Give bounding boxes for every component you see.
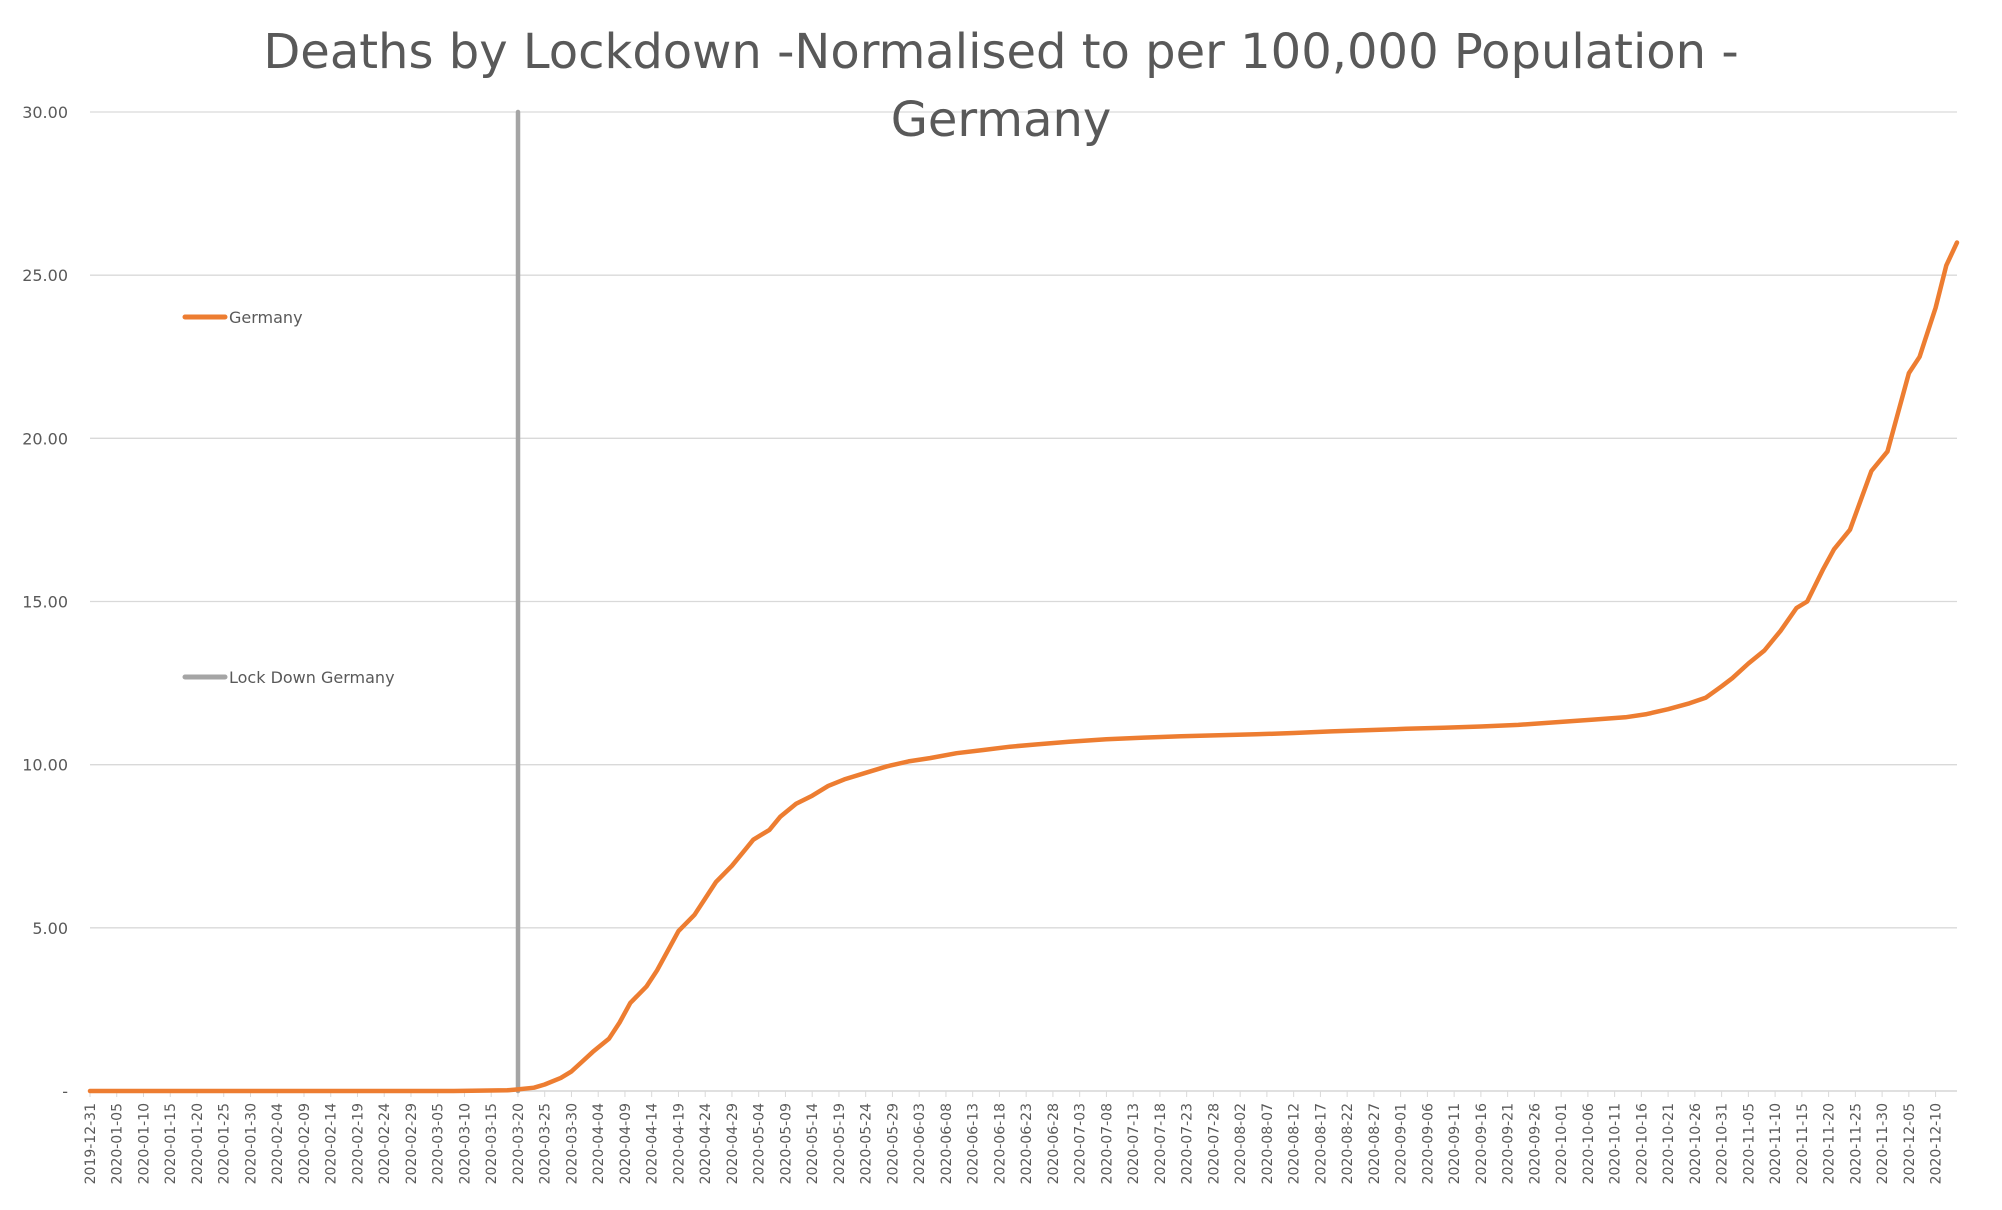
x-tick-label: 2020-11-05 [1741, 1103, 1757, 1184]
x-tick-label: 2020-11-15 [1795, 1103, 1811, 1184]
x-tick-label: 2020-02-19 [350, 1103, 366, 1184]
x-tick-label: 2020-07-13 [1126, 1103, 1142, 1184]
x-tick-label: 2020-03-25 [538, 1103, 554, 1184]
chart-title-line1: Deaths by Lockdown -Normalised to per 10… [263, 24, 1738, 80]
x-tick-label: 2020-04-09 [618, 1103, 634, 1184]
y-axis-ticks: - 5.00 10.00 15.00 20.00 25.00 30.00 [22, 103, 68, 1101]
x-tick-label: 2020-09-21 [1501, 1103, 1517, 1184]
x-tick-label: 2020-11-30 [1875, 1103, 1891, 1184]
x-tick-label: 2020-10-26 [1688, 1103, 1704, 1184]
x-axis-ticks: 2019-12-31 2020-01-05 2020-01-10 2020-01-15… [83, 1091, 1945, 1184]
x-tick-label: 2020-07-03 [1073, 1103, 1089, 1184]
legend-label-germany: Germany [229, 308, 303, 327]
x-tick-label: 2020-03-15 [484, 1103, 500, 1184]
x-tick-label: 2020-09-01 [1394, 1103, 1410, 1184]
legend-item-germany: Germany [182, 308, 303, 327]
legend-label-lockdown: Lock Down Germany [229, 668, 395, 687]
x-tick-label: 2020-02-24 [377, 1103, 393, 1184]
x-tick-label: 2020-07-23 [1180, 1103, 1196, 1184]
y-tick-label: 30.00 [22, 103, 68, 122]
x-tick-label: 2020-02-04 [270, 1103, 286, 1184]
legend-item-lockdown: Lock Down Germany [182, 668, 395, 687]
x-tick-label: 2020-09-16 [1474, 1103, 1490, 1184]
chart-title-line2: Germany [891, 92, 1112, 148]
x-tick-label: 2020-01-05 [110, 1103, 126, 1184]
x-tick-label: 2020-04-24 [698, 1103, 714, 1184]
x-tick-label: 2020-04-19 [671, 1103, 687, 1184]
x-tick-label: 2020-10-16 [1634, 1103, 1650, 1184]
x-tick-label: 2020-09-26 [1527, 1103, 1543, 1184]
x-tick-label: 2020-04-29 [725, 1103, 741, 1184]
y-tick-label: - [62, 1082, 68, 1101]
x-tick-label: 2020-01-30 [243, 1103, 259, 1184]
x-tick-label: 2020-05-14 [805, 1103, 821, 1184]
x-tick-label: 2020-08-17 [1313, 1103, 1329, 1184]
x-tick-label: 2020-05-29 [885, 1103, 901, 1184]
x-tick-label: 2020-11-10 [1768, 1103, 1784, 1184]
x-tick-label: 2020-06-03 [912, 1103, 928, 1184]
x-tick-label: 2020-06-23 [1019, 1103, 1035, 1184]
x-tick-label: 2020-10-11 [1608, 1103, 1624, 1184]
x-tick-label: 2020-07-08 [1099, 1103, 1115, 1184]
x-tick-label: 2020-10-21 [1661, 1103, 1677, 1184]
series-lines [87, 109, 1960, 1094]
x-tick-label: 2020-08-27 [1367, 1103, 1383, 1184]
x-tick-label: 2020-10-06 [1581, 1103, 1597, 1184]
y-tick-label: 15.00 [22, 593, 68, 612]
x-tick-label: 2020-04-04 [591, 1103, 607, 1184]
gridlines [90, 111, 1957, 1092]
x-tick-label: 2020-07-18 [1153, 1103, 1169, 1184]
x-tick-label: 2020-11-20 [1822, 1103, 1838, 1184]
x-tick-label: 2020-02-14 [324, 1103, 340, 1184]
x-tick-label: 2020-09-06 [1420, 1103, 1436, 1184]
x-tick-label: 2020-01-10 [136, 1103, 152, 1184]
x-tick-label: 2020-12-10 [1929, 1103, 1945, 1184]
x-tick-label: 2020-06-13 [966, 1103, 982, 1184]
x-tick-label: 2020-10-01 [1554, 1103, 1570, 1184]
legend: Germany Lock Down Germany [182, 308, 395, 687]
x-tick-label: 2020-08-02 [1233, 1103, 1249, 1184]
x-tick-label: 2020-02-29 [404, 1103, 420, 1184]
x-tick-label: 2020-01-20 [190, 1103, 206, 1184]
x-tick-label: 2020-03-20 [511, 1103, 527, 1184]
x-tick-label: 2020-08-22 [1340, 1103, 1356, 1184]
x-tick-label: 2020-06-08 [939, 1103, 955, 1184]
x-tick-label: 2020-04-14 [645, 1103, 661, 1184]
x-tick-label: 2020-07-28 [1206, 1103, 1222, 1184]
x-tick-label: 2020-06-18 [992, 1103, 1008, 1184]
x-tick-label: 2020-03-10 [457, 1103, 473, 1184]
x-tick-label: 2020-03-30 [564, 1103, 580, 1184]
y-tick-label: 5.00 [32, 919, 68, 938]
x-tick-label: 2019-12-31 [83, 1103, 99, 1184]
x-tick-label: 2020-06-28 [1046, 1103, 1062, 1184]
x-tick-label: 2020-01-25 [217, 1103, 233, 1184]
x-tick-label: 2020-02-09 [297, 1103, 313, 1184]
x-tick-label: 2020-05-09 [778, 1103, 794, 1184]
x-tick-label: 2020-11-25 [1848, 1103, 1864, 1184]
x-tick-label: 2020-03-05 [431, 1103, 447, 1184]
x-tick-label: 2020-09-11 [1447, 1103, 1463, 1184]
x-tick-label: 2020-08-07 [1260, 1103, 1276, 1184]
x-tick-label: 2020-01-15 [163, 1103, 179, 1184]
x-tick-label: 2020-05-24 [859, 1103, 875, 1184]
x-tick-label: 2020-05-04 [752, 1103, 768, 1184]
series-line-germany [87, 240, 1960, 1094]
x-tick-label: 2020-08-12 [1287, 1103, 1303, 1184]
x-tick-label: 2020-05-19 [832, 1103, 848, 1184]
y-tick-label: 10.00 [22, 756, 68, 775]
y-tick-label: 20.00 [22, 429, 68, 448]
y-tick-label: 25.00 [22, 266, 68, 285]
x-tick-label: 2020-12-05 [1902, 1103, 1918, 1184]
x-tick-label: 2020-10-31 [1715, 1103, 1731, 1184]
